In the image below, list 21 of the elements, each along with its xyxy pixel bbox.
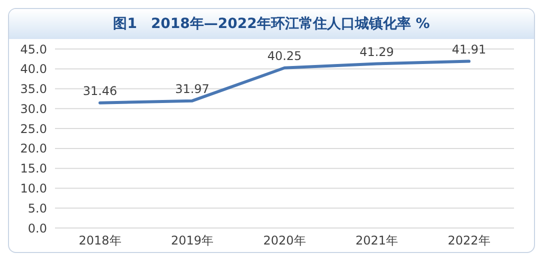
x-tick-label: 2020年 [263, 234, 306, 248]
data-label: 41.29 [360, 44, 394, 59]
y-tick-label: 20.0 [20, 142, 47, 156]
data-label: 31.46 [82, 84, 118, 98]
y-tick-label: 5.0 [28, 201, 47, 216]
data-label: 40.25 [267, 48, 302, 63]
y-tick-label: 25.0 [20, 122, 47, 136]
data-label: 41.91 [452, 42, 486, 56]
chart-title: 图1 2018年—2022年环江常住人口城镇化率 % [9, 9, 534, 39]
y-tick-label: 0.0 [28, 221, 47, 236]
y-tick-label: 40.0 [20, 62, 47, 76]
x-tick-label: 2018年 [78, 234, 122, 248]
y-tick-label: 15.0 [20, 162, 47, 176]
y-tick-label: 10.0 [20, 181, 47, 196]
x-tick-label: 2019年 [170, 234, 214, 248]
y-tick-label: 35.0 [20, 82, 47, 96]
y-tick-label: 45.0 [20, 42, 47, 56]
x-tick-label: 2021年 [355, 234, 398, 248]
x-tick-label: 2022年 [448, 234, 490, 248]
data-label: 31.97 [175, 82, 210, 96]
y-tick-label: 30.0 [20, 102, 47, 116]
